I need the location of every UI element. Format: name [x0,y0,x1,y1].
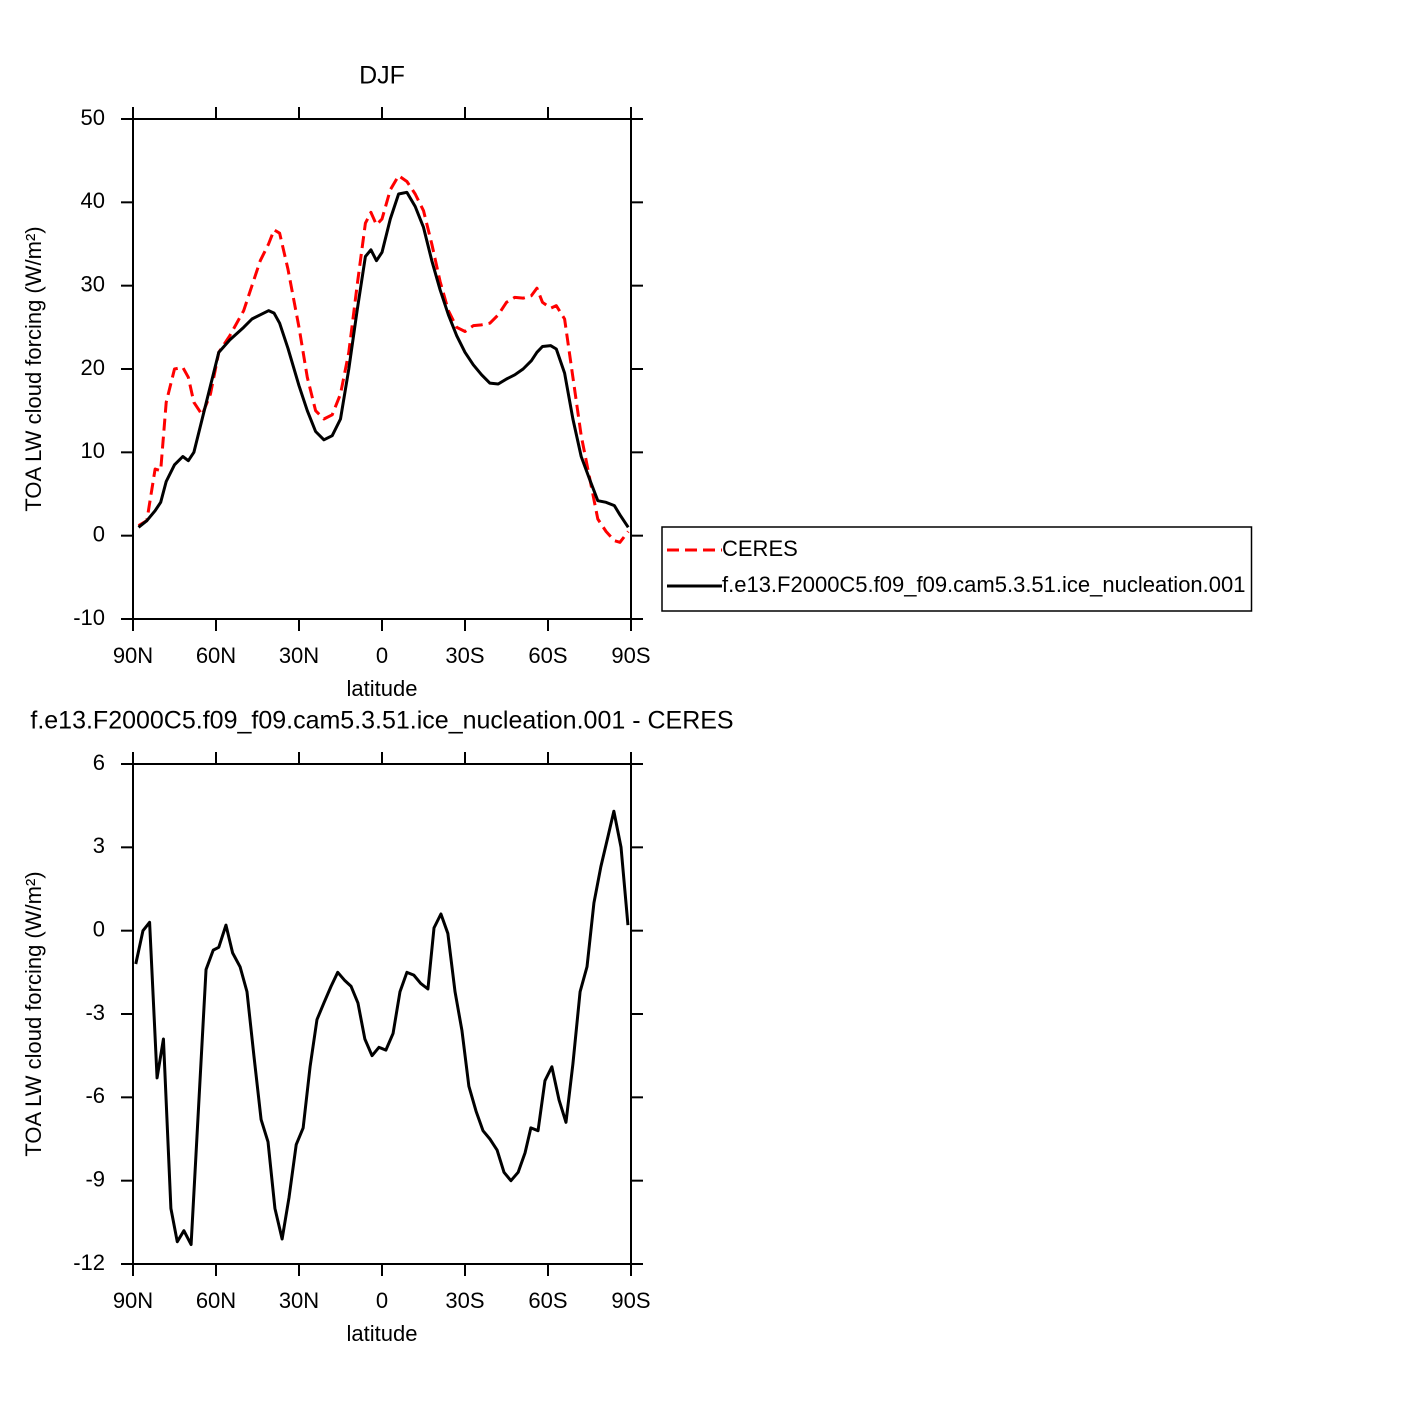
x-tick-label: 0 [376,1288,388,1313]
data-line [137,174,630,544]
y-tick-label: -9 [85,1166,105,1191]
x-tick-label: 90S [611,1288,650,1313]
x-tick-label: 30S [445,643,484,668]
chart-title: DJF [359,62,405,90]
y-tick-label: 20 [81,355,105,380]
x-tick-label: 60S [528,1288,567,1313]
x-axis-label: latitude [347,676,418,701]
x-axis-label: latitude [347,1321,418,1346]
y-tick-label: 3 [93,833,105,858]
x-tick-label: 90N [113,643,153,668]
x-tick-label: 60N [196,1288,236,1313]
x-tick-label: 30S [445,1288,484,1313]
legend-label: f.e13.F2000C5.f09_f09.cam5.3.51.ice_nucl… [722,572,1246,597]
y-axis-label: TOA LW cloud forcing (W/m²) [21,226,46,511]
y-tick-label: -12 [73,1250,105,1275]
x-tick-label: 30N [279,643,319,668]
y-tick-label: 30 [81,271,105,296]
y-tick-label: 6 [93,750,105,775]
x-tick-label: 60N [196,643,236,668]
y-tick-label: 10 [81,438,105,463]
x-tick-label: 0 [376,643,388,668]
legend-label: CERES [722,536,798,561]
y-tick-label: 0 [93,521,105,546]
data-line [134,809,630,1247]
x-tick-label: 60S [528,643,567,668]
y-tick-label: -6 [85,1083,105,1108]
y-axis-label: TOA LW cloud forcing (W/m²) [21,871,46,1156]
y-tick-label: 0 [93,916,105,941]
plot-frame [132,118,632,620]
y-tick-label: -3 [85,1000,105,1025]
x-tick-label: 90N [113,1288,153,1313]
chart-title: f.e13.F2000C5.f09_f09.cam5.3.51.ice_nucl… [30,707,733,735]
y-tick-label: -10 [73,605,105,630]
x-tick-label: 30N [279,1288,319,1313]
y-tick-label: 40 [81,188,105,213]
plot-frame [132,763,632,1265]
x-tick-label: 90S [611,643,650,668]
legend-box [661,526,1253,612]
data-line [137,190,630,529]
y-tick-label: 50 [81,105,105,130]
